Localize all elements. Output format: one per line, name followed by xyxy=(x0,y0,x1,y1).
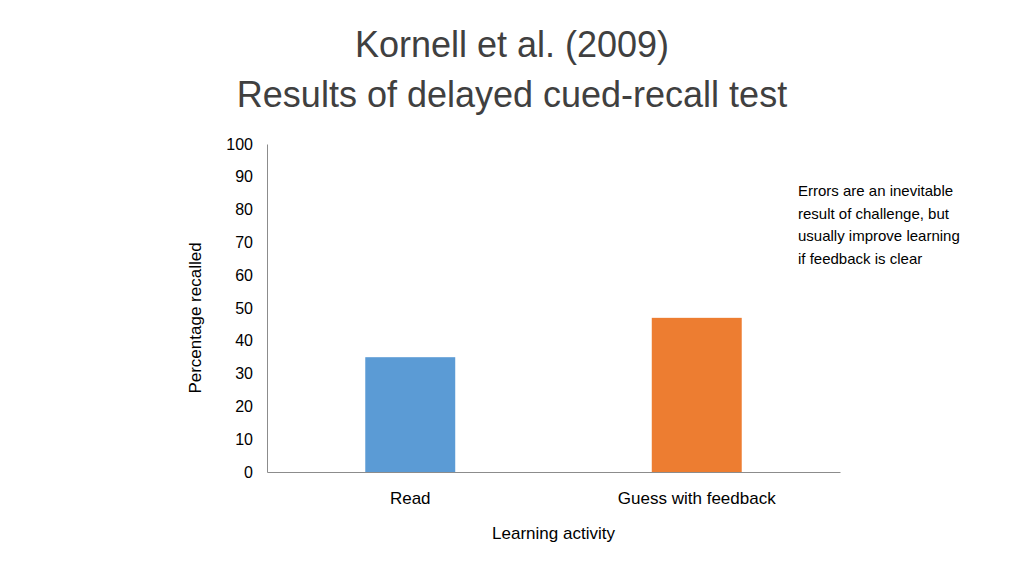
y-tick: 90 xyxy=(235,168,267,185)
x-axis-line xyxy=(268,472,841,473)
bars xyxy=(365,318,741,472)
y-tick: 20 xyxy=(235,398,267,415)
annotation: Errors are an inevitable result of challe… xyxy=(798,182,960,267)
y-tick: 10 xyxy=(235,431,267,448)
y-tick-label: 40 xyxy=(235,332,253,349)
x-axis: Read Guess with feedback xyxy=(268,472,841,508)
y-tick: 60 xyxy=(235,267,267,284)
y-tick-label: 60 xyxy=(235,267,253,284)
x-tick-label: Read xyxy=(390,489,431,508)
y-axis-line xyxy=(267,145,268,473)
y-tick-label: 70 xyxy=(235,234,253,251)
y-axis-title: Percentage recalled xyxy=(186,242,205,393)
subtitle: Results of delayed cued-recall test xyxy=(237,74,787,115)
annotation-line: result of challenge, but xyxy=(798,205,950,222)
y-tick-label: 20 xyxy=(235,398,253,415)
y-axis: 0 10 20 30 40 50 60 70 80 90 100 xyxy=(226,136,267,481)
x-tick-label: Guess with feedback xyxy=(618,489,776,508)
y-tick-label: 0 xyxy=(244,464,253,481)
x-axis-title: Learning activity xyxy=(492,524,615,543)
x-tick: Read xyxy=(390,472,431,508)
annotation-line: if feedback is clear xyxy=(798,250,922,267)
y-tick: 80 xyxy=(235,201,267,218)
y-tick-label: 80 xyxy=(235,201,253,218)
annotation-line: Errors are an inevitable xyxy=(798,182,953,199)
y-tick-label: 100 xyxy=(226,136,253,153)
y-tick: 70 xyxy=(235,234,267,251)
y-tick-label: 10 xyxy=(235,431,253,448)
x-tick: Guess with feedback xyxy=(618,472,776,508)
y-tick: 50 xyxy=(235,300,267,317)
y-tick: 40 xyxy=(235,332,267,349)
title: Kornell et al. (2009) xyxy=(355,24,669,65)
bar xyxy=(652,318,742,472)
bar xyxy=(365,357,455,472)
y-tick-label: 50 xyxy=(235,300,253,317)
y-tick: 100 xyxy=(226,136,267,153)
y-tick-label: 90 xyxy=(235,168,253,185)
y-tick: 30 xyxy=(235,365,267,382)
chart: Kornell et al. (2009) Results of delayed … xyxy=(0,0,1024,576)
annotation-line: usually improve learning xyxy=(798,227,960,244)
y-tick: 0 xyxy=(244,464,267,481)
y-tick-label: 30 xyxy=(235,365,253,382)
